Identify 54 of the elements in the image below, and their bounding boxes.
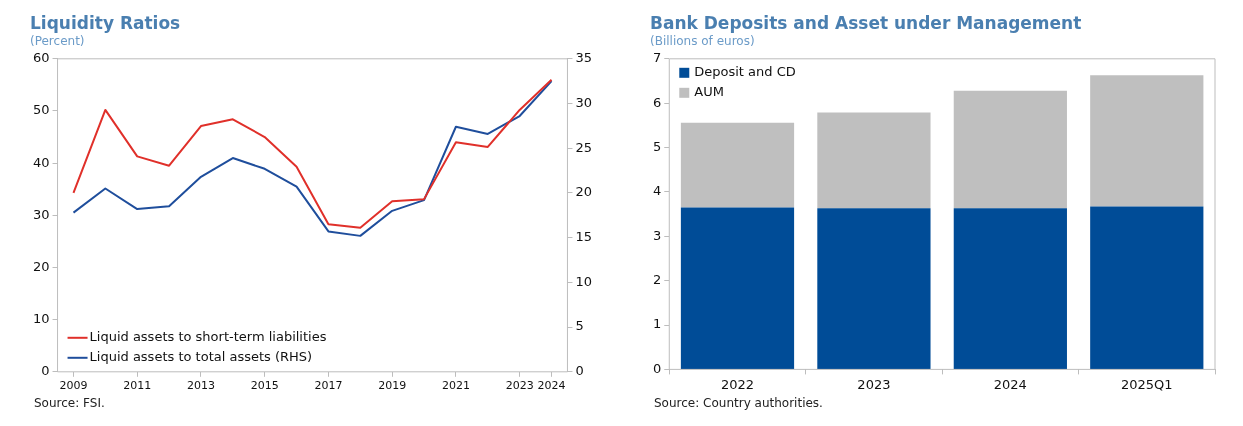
source-note: Source: FSI. [34,396,106,410]
x-tick-label: 2021 [441,379,470,393]
y-tick-label: 7 [652,50,662,66]
x-tick-label: 2017 [314,379,343,393]
y2-tick-label: 25 [575,139,592,155]
legend-label: Liquid assets to short-term liabilities [89,329,327,345]
x-tick-label: 2022 [720,376,755,392]
x-tick-label: 2009 [59,379,88,393]
y-tick-label: 6 [652,94,662,110]
chart-title: Bank Deposits and Asset under Management [650,12,1082,33]
y-tick-label: 5 [652,138,662,154]
y-tick-label: 1 [652,316,662,332]
y-tick-label: 10 [33,311,50,327]
y2-tick-label: 20 [575,184,592,200]
bar [1090,206,1204,369]
bar [680,207,795,369]
x-tick-label: 2025Q1 [1120,376,1173,392]
x-tick-label: 2023 [857,376,891,392]
bar [1090,75,1204,207]
y-tick-label: 40 [33,154,50,170]
y-tick-label: 60 [33,50,50,66]
legend-label: AUM [694,84,724,100]
y-tick-label: 0 [652,360,662,376]
x-tick-label: 2024 [537,379,566,393]
y2-tick-label: 10 [575,273,592,289]
y-tick-label: 20 [33,258,50,274]
bar [953,90,1067,209]
legend-label: Liquid assets to total assets (RHS) [89,349,313,365]
y2-tick-label: 30 [575,94,592,110]
source-note: Source: Country authorities. [654,396,824,410]
bar [817,208,931,369]
y-tick-label: 30 [33,206,50,222]
x-tick-label: 2011 [123,379,152,393]
x-tick-label: 2019 [378,379,407,393]
bar [817,112,931,209]
chart-title: Liquidity Ratios [30,12,181,33]
y-tick-label: 3 [652,227,662,243]
y-tick-label: 4 [652,183,662,199]
chart-subtitle: (Percent) [30,33,85,48]
y2-tick-label: 0 [575,363,584,379]
y2-tick-label: 15 [575,229,592,245]
y-tick-label: 50 [33,102,50,118]
x-tick-label: 2015 [250,379,279,393]
y2-tick-label: 5 [575,318,584,334]
y-tick-label: 2 [652,272,662,288]
chart-subtitle: (Billions of euros) [650,33,755,48]
x-tick-label: 2024 [993,376,1027,392]
x-tick-label: 2023 [505,379,534,393]
x-tick-label: 2013 [186,379,215,393]
y-tick-label: 0 [41,363,50,379]
bar [953,208,1067,369]
legend-label: Deposit and CD [694,64,796,80]
bar [680,122,795,208]
y2-tick-label: 35 [575,50,592,66]
